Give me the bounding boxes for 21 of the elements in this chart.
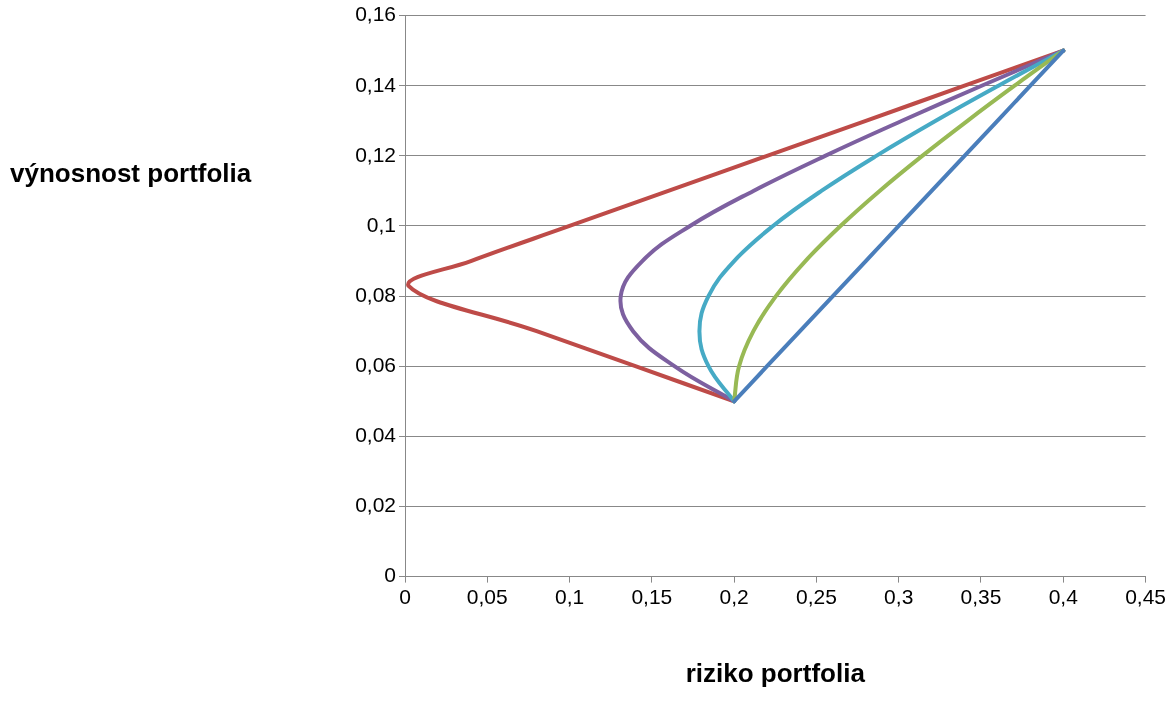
x-tick-label: 0 bbox=[399, 585, 411, 608]
x-tick-label: 0,35 bbox=[960, 585, 1002, 608]
x-tick-label: 0,05 bbox=[466, 585, 508, 608]
y-tick-label: 0,16 bbox=[355, 2, 396, 26]
x-tick-label: 0,4 bbox=[1048, 585, 1079, 608]
y-tick-label: 0,12 bbox=[355, 142, 396, 166]
y-tick-label: 0,1 bbox=[366, 212, 396, 236]
y-axis-title: výnosnost portfolia bbox=[10, 158, 252, 189]
y-tick-label: 0 bbox=[384, 563, 396, 587]
y-tick-label: 0,04 bbox=[355, 423, 397, 447]
x-tick-label: 0,45 bbox=[1125, 585, 1166, 608]
x-tick-label: 0,3 bbox=[884, 585, 914, 608]
x-tick-label: 0,1 bbox=[554, 585, 585, 608]
x-tick-label: 0,2 bbox=[719, 585, 749, 608]
x-tick-label: 0,25 bbox=[795, 585, 837, 608]
y-tick-label: 0,08 bbox=[355, 282, 396, 306]
y-tick-label: 0,14 bbox=[355, 72, 397, 96]
x-axis-title: riziko portfolia bbox=[685, 657, 866, 688]
y-tick-label: 0,02 bbox=[355, 493, 396, 517]
y-tick-label: 0,06 bbox=[355, 353, 396, 377]
x-tick-label: 0,15 bbox=[631, 585, 673, 608]
